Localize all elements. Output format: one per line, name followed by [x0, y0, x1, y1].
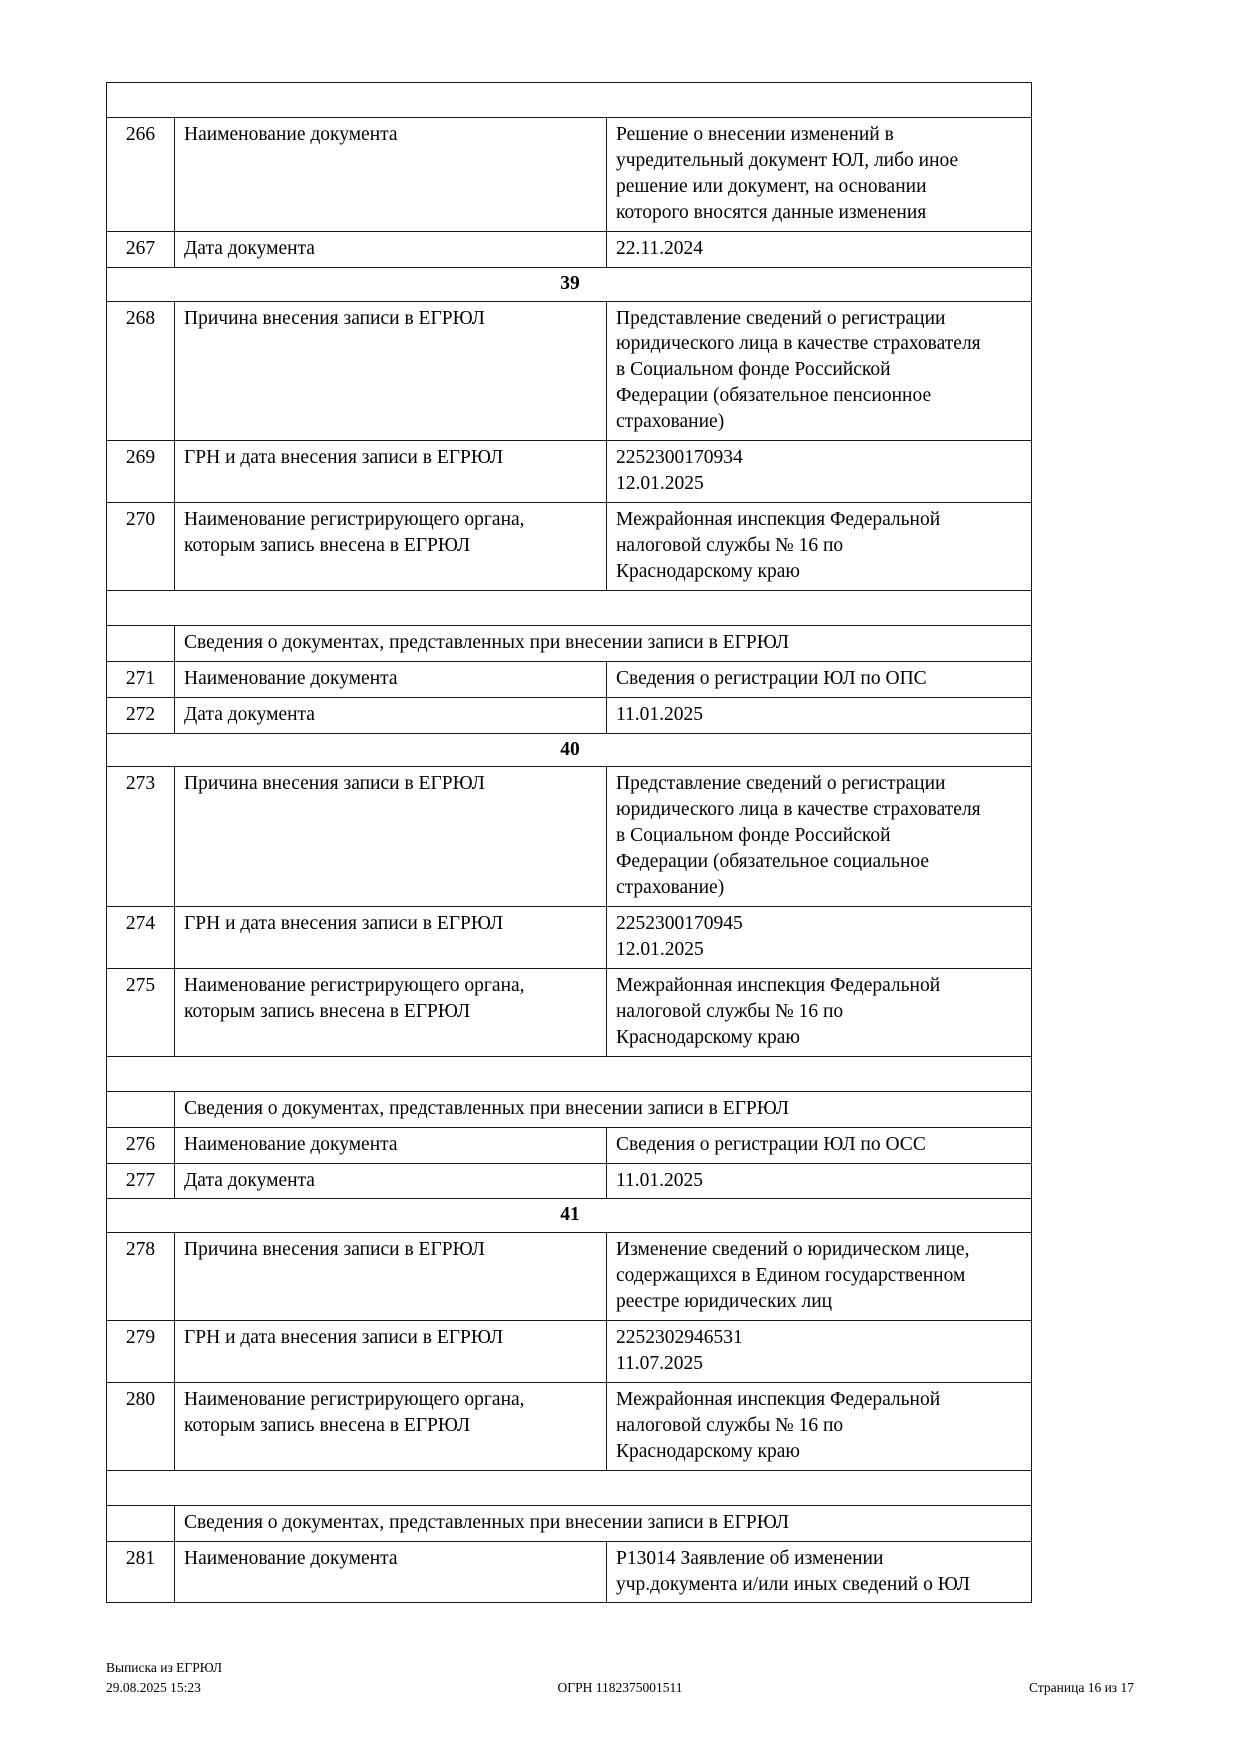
row-number: 266	[106, 117, 175, 232]
row-value: Изменение сведений о юридическом лице, с…	[605, 1232, 1033, 1322]
row-number: 275	[106, 967, 175, 1057]
row-number: 270	[106, 501, 175, 591]
row-label: Наименование документа	[174, 1126, 607, 1164]
page-footer: Выписка из ЕГРЮЛ 29.08.2025 15:23 ОГРН 1…	[0, 1658, 1240, 1718]
row-label: Причина внесения записи в ЕГРЮЛ	[174, 1232, 607, 1322]
row-number	[106, 624, 175, 662]
documents-group-heading: Сведения о документах, представленных пр…	[173, 1504, 1033, 1542]
row-label: ГРН и дата внесения записи в ЕГРЮЛ	[174, 440, 607, 503]
section-number: 40	[105, 732, 1033, 768]
row-value: Р13014 Заявление об изменении учр.докуме…	[605, 1540, 1033, 1604]
table-row: 278 Причина внесения записи в ЕГРЮЛ Изме…	[106, 1232, 1033, 1322]
row-number: 276	[106, 1126, 175, 1164]
row-value: 22.11.2024	[605, 230, 1033, 268]
table-row: 275 Наименование регистрирующего органа,…	[106, 967, 1033, 1057]
row-label: Наименование регистрирующего органа, кот…	[174, 1381, 607, 1471]
table-spacer-row	[105, 1055, 1033, 1092]
table-row: 267 Дата документа 22.11.2024	[106, 230, 1033, 268]
row-value: 2252302946531 11.07.2025	[605, 1320, 1033, 1383]
row-number: 281	[106, 1540, 175, 1604]
row-number	[106, 1090, 175, 1128]
row-value: Представление сведений о регистрации юри…	[605, 766, 1033, 908]
row-label: Причина внесения записи в ЕГРЮЛ	[174, 766, 607, 908]
table-row: 272 Дата документа 11.01.2025	[106, 696, 1033, 734]
row-value: Межрайонная инспекция Федеральной налого…	[605, 501, 1033, 591]
row-number: 278	[106, 1232, 175, 1322]
row-value: 11.01.2025	[605, 1162, 1033, 1200]
row-number: 268	[106, 300, 175, 442]
table-row: 268 Причина внесения записи в ЕГРЮЛ Пред…	[106, 300, 1033, 442]
documents-group-heading: Сведения о документах, представленных пр…	[173, 624, 1033, 662]
table-spacer-row	[105, 1469, 1033, 1506]
row-number: 267	[106, 230, 175, 268]
row-value: 2252300170945 12.01.2025	[605, 906, 1033, 969]
row-number: 269	[106, 440, 175, 503]
table-row: 273 Причина внесения записи в ЕГРЮЛ Пред…	[106, 766, 1033, 908]
table-row: 279 ГРН и дата внесения записи в ЕГРЮЛ 2…	[106, 1320, 1033, 1383]
row-label: Причина внесения записи в ЕГРЮЛ	[174, 300, 607, 442]
row-label: Дата документа	[174, 696, 607, 734]
row-value: Представление сведений о регистрации юри…	[605, 300, 1033, 442]
row-label: Наименование документа	[174, 1540, 607, 1604]
row-number: 280	[106, 1381, 175, 1471]
footer-page-number: Страница 16 из 17	[1029, 1680, 1134, 1695]
table-row: 271 Наименование документа Сведения о ре…	[106, 660, 1033, 698]
row-number: 279	[106, 1320, 175, 1383]
documents-group-heading-row: Сведения о документах, представленных пр…	[106, 624, 1033, 662]
documents-group-heading: Сведения о документах, представленных пр…	[173, 1090, 1033, 1128]
row-label: Дата документа	[174, 1162, 607, 1200]
row-label: Наименование регистрирующего органа, кот…	[174, 967, 607, 1057]
row-value: Решение о внесении изменений в учредител…	[605, 117, 1033, 232]
row-label: Наименование документа	[174, 117, 607, 232]
row-value: Межрайонная инспекция Федеральной налого…	[605, 967, 1033, 1057]
table-spacer-row	[105, 82, 1033, 118]
table-spacer-row	[105, 589, 1033, 626]
documents-group-heading-row: Сведения о документах, представленных пр…	[106, 1090, 1033, 1128]
table-row: 274 ГРН и дата внесения записи в ЕГРЮЛ 2…	[106, 906, 1033, 969]
table-row: 280 Наименование регистрирующего органа,…	[106, 1381, 1033, 1471]
spacer-cell	[105, 82, 1033, 118]
row-label: Наименование документа	[174, 660, 607, 698]
row-number: 271	[106, 660, 175, 698]
footer-document-info: Выписка из ЕГРЮЛ 29.08.2025 15:23	[106, 1660, 223, 1695]
egrul-records-table: 266 Наименование документа Решение о вне…	[105, 82, 1033, 1604]
row-value: 11.01.2025	[605, 696, 1033, 734]
row-label: ГРН и дата внесения записи в ЕГРЮЛ	[174, 1320, 607, 1383]
section-number: 39	[105, 266, 1033, 302]
section-number-row: 39	[105, 266, 1033, 302]
section-number: 41	[105, 1198, 1033, 1234]
table-row: 269 ГРН и дата внесения записи в ЕГРЮЛ 2…	[106, 440, 1033, 503]
section-number-row: 41	[105, 1198, 1033, 1234]
row-label: ГРН и дата внесения записи в ЕГРЮЛ	[174, 906, 607, 969]
row-value: Сведения о регистрации ЮЛ по ОСС	[605, 1126, 1033, 1164]
row-number: 273	[106, 766, 175, 908]
row-value: Межрайонная инспекция Федеральной налого…	[605, 1381, 1033, 1471]
footer-ogrn: ОГРН 1182375001511	[557, 1680, 683, 1695]
table-row: 266 Наименование документа Решение о вне…	[106, 117, 1033, 232]
row-value: Сведения о регистрации ЮЛ по ОПС	[605, 660, 1033, 698]
section-number-row: 40	[105, 732, 1033, 768]
table-row: 277 Дата документа 11.01.2025	[106, 1162, 1033, 1200]
spacer-cell	[105, 1055, 1033, 1092]
documents-group-heading-row: Сведения о документах, представленных пр…	[106, 1504, 1033, 1542]
spacer-cell	[105, 1469, 1033, 1506]
row-value: 2252300170934 12.01.2025	[605, 440, 1033, 503]
row-number: 277	[106, 1162, 175, 1200]
row-number	[106, 1504, 175, 1542]
row-number: 274	[106, 906, 175, 969]
row-number: 272	[106, 696, 175, 734]
spacer-cell	[105, 589, 1033, 626]
row-label: Дата документа	[174, 230, 607, 268]
row-label: Наименование регистрирующего органа, кот…	[174, 501, 607, 591]
table-row: 270 Наименование регистрирующего органа,…	[106, 501, 1033, 591]
table-row: 276 Наименование документа Сведения о ре…	[106, 1126, 1033, 1164]
table-row: 281 Наименование документа Р13014 Заявле…	[106, 1540, 1033, 1604]
